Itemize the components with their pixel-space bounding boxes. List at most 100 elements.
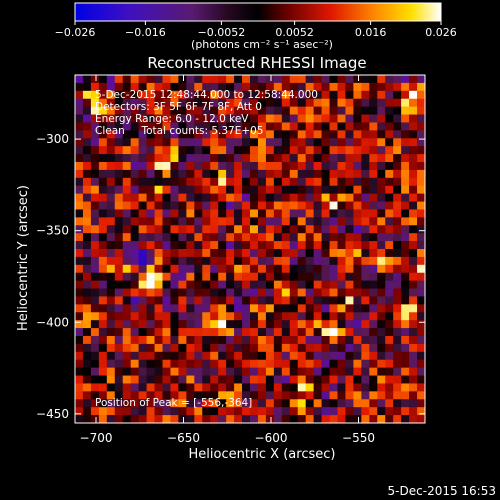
heatmap-cell [138,336,147,345]
heatmap-cell [226,320,235,329]
heatmap-cell [202,256,211,266]
heatmap-cell [186,399,195,408]
heatmap-cell [281,177,291,187]
heatmap-cell [417,201,425,210]
heatmap-cell [401,328,410,337]
heatmap-cell [106,162,116,171]
heatmap-cell [321,256,330,266]
heatmap-cell [305,201,314,210]
heatmap-cell [273,256,283,266]
heatmap-cell [265,146,275,155]
y-tick-label: −350 [36,224,69,238]
heatmap-cell [361,82,370,92]
heatmap-cell [138,241,147,250]
heatmap-cell [186,296,195,305]
heatmap-cell [337,304,346,313]
heatmap-cell [297,106,306,115]
heatmap-cell [353,130,362,139]
heatmap-cell [401,415,410,423]
heatmap-cell [122,146,131,155]
heatmap-cell [417,391,425,400]
heatmap-cell [226,185,235,194]
heatmap-cell [377,90,386,100]
heatmap-cell [377,399,386,408]
heatmap-cell [194,359,203,368]
heatmap-cell [122,169,131,179]
heatmap-cell [82,320,92,329]
heatmap-cell [417,130,425,139]
heatmap-cell [250,114,259,123]
heatmap-cell [337,201,346,210]
heatmap-cell [98,407,108,416]
heatmap-cell [186,320,195,329]
heatmap-cell [114,177,124,187]
heatmap-cell [202,296,211,305]
heatmap-cell [273,241,283,250]
heatmap-cell [265,312,275,321]
heatmap-cell [345,320,354,329]
heatmap-cell [321,177,330,187]
heatmap-cell [130,296,139,305]
heatmap-cell [162,351,171,361]
heatmap-cell [345,185,354,194]
heatmap-cell [218,209,227,218]
heatmap-cell [202,312,211,321]
heatmap-cell [337,383,346,392]
heatmap-cell [234,288,243,297]
heatmap-cell [106,249,116,258]
heatmap-cell [281,233,291,242]
heatmap-cell [138,138,147,147]
heatmap-cell [337,264,346,274]
heatmap-cell [98,225,108,234]
heatmap-cell [82,256,92,266]
heatmap-cell [202,304,211,313]
heatmap-cell [170,233,179,242]
heatmap-cell [75,343,84,353]
heatmap-cell [289,343,299,353]
heatmap-cell [345,241,354,250]
heatmap-cell [162,280,171,289]
heatmap-cell [345,225,354,234]
heatmap-cell [329,296,338,305]
heatmap-cell [218,114,227,123]
heatmap-cell [377,343,386,353]
heatmap-cell [170,343,179,353]
heatmap-cell [75,90,84,100]
heatmap-cell [234,241,243,250]
heatmap-cell [361,391,370,400]
heatmap-cell [250,288,259,297]
heatmap-cell [361,201,370,210]
heatmap-cell [162,415,171,423]
heatmap-cell [202,217,211,226]
heatmap-cell [98,296,108,305]
heatmap-cell [162,296,171,305]
heatmap-cell [417,98,425,107]
heatmap-cell [186,367,195,376]
heatmap-cell [377,351,386,361]
heatmap-cell [202,288,211,297]
heatmap-cell [273,130,283,139]
heatmap-cell [369,407,378,416]
heatmap-cell [82,225,92,234]
heatmap-cell [401,122,410,131]
heatmap-cell [154,288,163,297]
heatmap-cell [353,138,362,147]
heatmap-cell [281,320,291,329]
heatmap-cell [242,312,251,321]
heatmap-cell [234,280,243,289]
heatmap-cell [82,98,92,107]
heatmap-cell [186,383,195,392]
heatmap-cell [313,225,322,234]
heatmap-cell [226,249,235,258]
heatmap-cell [401,296,410,305]
heatmap-cell [90,415,100,423]
heatmap-cell [409,154,418,163]
heatmap-cell [202,82,211,92]
heatmap-cell [154,233,163,242]
heatmap-cell [337,375,346,384]
colorbar-tick-label: 0.0052 [275,26,314,39]
heatmap-cell [106,288,116,297]
heatmap-cell [393,256,402,266]
heatmap-cell [250,193,259,202]
heatmap-cell [82,249,92,258]
